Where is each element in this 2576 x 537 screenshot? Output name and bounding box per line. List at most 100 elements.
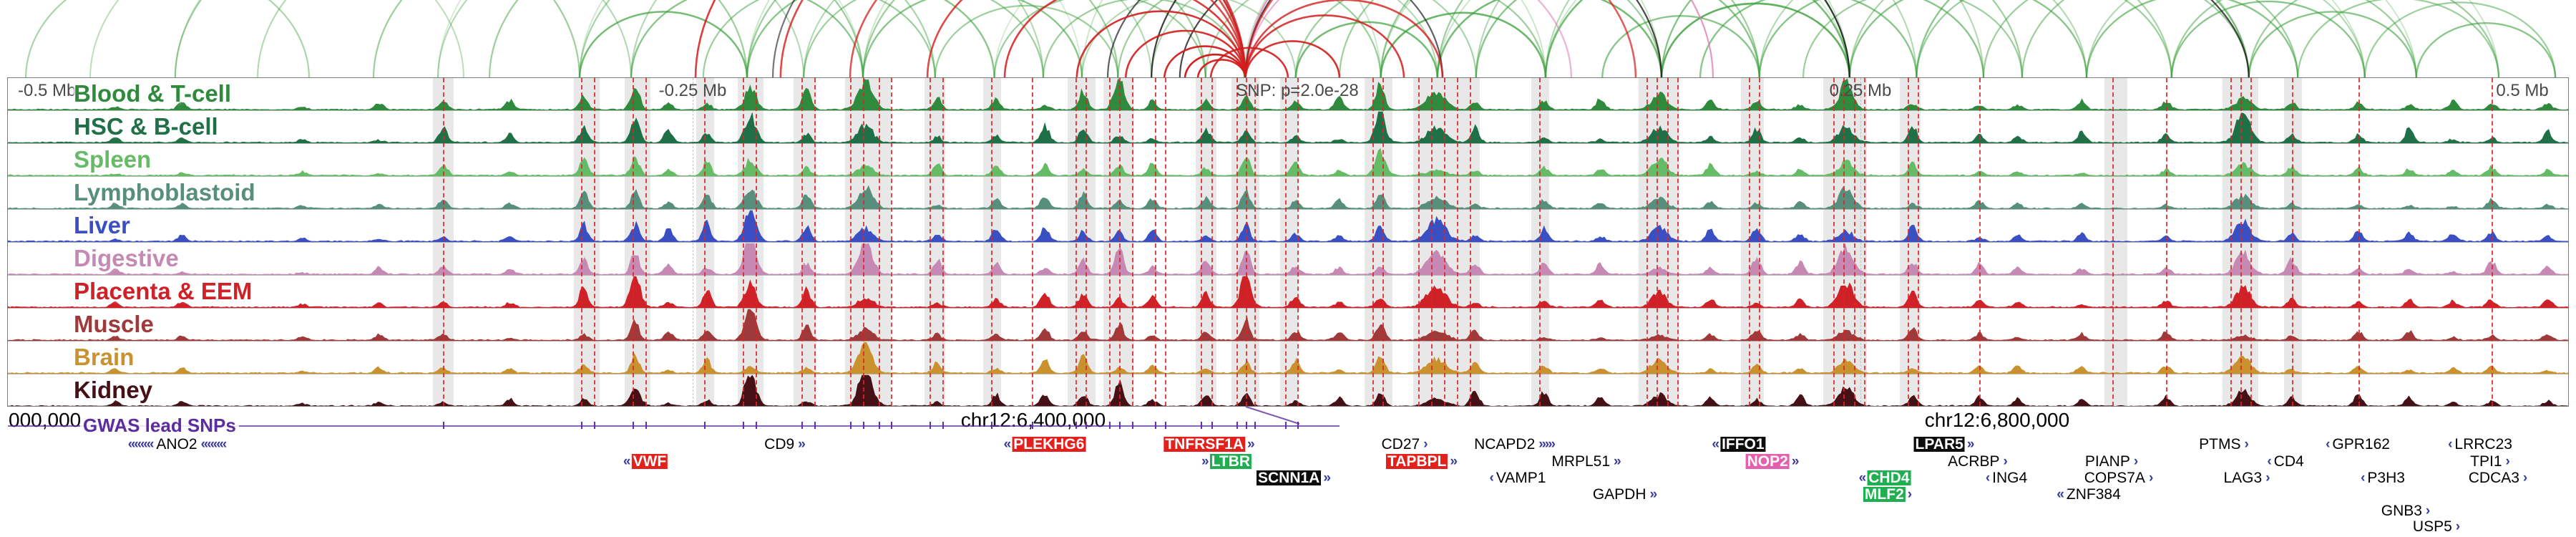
gwas-snp-tick <box>645 422 647 429</box>
green-interaction-arc <box>89 0 464 79</box>
gene-strand-arrows-icon: ‹ <box>2448 437 2452 452</box>
signal-muscle <box>8 309 2568 342</box>
green-interaction-arc <box>174 0 864 79</box>
green-interaction-arc <box>1204 0 1477 79</box>
lead-snp-line <box>1677 78 1679 406</box>
green-interaction-arc <box>630 0 864 79</box>
lead-snp-line <box>1382 78 1384 406</box>
gene-cops7a: COPS7A › <box>2083 470 2154 485</box>
gene-scnn1a: SCNN1A ›› <box>1256 470 1331 486</box>
green-interaction-arc <box>2248 0 2500 79</box>
gene-strand-arrows-icon: ›› <box>1649 487 1658 502</box>
gwas-snp-tick <box>1211 422 1213 429</box>
lead-snp-line <box>1457 78 1458 406</box>
lead-snp-line <box>850 78 852 406</box>
lead-snp-line <box>2492 78 2493 406</box>
gwas-lead-snps-label: GWAS lead SNPs <box>80 415 239 437</box>
gene-strand-arrows-icon: ‹‹ <box>623 454 631 469</box>
lead-snp-line <box>1372 78 1374 406</box>
lead-snp-line <box>2358 78 2360 406</box>
red-interaction-arc <box>926 0 1246 79</box>
lead-snp-line <box>879 78 880 406</box>
signal-liver <box>8 210 2568 243</box>
track-label-hsc-b-cell: HSC & B-cell <box>74 113 218 140</box>
green-interaction-arc <box>862 0 1083 79</box>
green-interaction-arc <box>1380 11 1547 79</box>
red-interaction-arc <box>1184 53 1246 79</box>
gene-ltbr: ›› LTBR <box>1201 454 1252 469</box>
gene-strand-arrows-icon: ‹‹ <box>2057 487 2064 502</box>
gene-strand-arrows-icon: › <box>2148 470 2153 485</box>
green-interaction-arc <box>256 0 633 79</box>
red-interaction-arc <box>1244 0 1637 79</box>
gene-name-label: CD4 <box>2273 453 2304 470</box>
lead-snp-line <box>930 78 931 406</box>
gene-mrpl51: MRPL51 ›› <box>1550 454 1621 469</box>
lead-snp-line <box>1646 78 1648 406</box>
green-interaction-arc <box>630 0 1045 79</box>
lead-snp-line <box>1285 78 1287 406</box>
gene-strand-arrows-icon: ‹ <box>1985 470 1990 485</box>
signal-blood-t-cell <box>8 78 2568 111</box>
gene-strand-arrows-icon: › <box>2265 470 2270 485</box>
gwas-snp-tick <box>1085 422 1087 429</box>
gene-strand-arrows-icon: ›› <box>1247 437 1255 452</box>
signal-placenta-eem <box>8 276 2568 309</box>
gene-name-label: ING4 <box>1992 470 2028 486</box>
gene-strand-arrows-icon: ‹ <box>1489 470 1494 485</box>
red-interaction-arc <box>849 0 1246 79</box>
gene-name-label: CD9 <box>764 436 795 453</box>
gene-vamp1: ‹ VAMP1 <box>1490 470 1548 485</box>
green-interaction-arc <box>2363 1 2557 79</box>
gene-strand-arrows-icon: ‹ <box>2361 470 2365 485</box>
green-interaction-arc <box>372 0 748 79</box>
green-interaction-arc <box>803 0 1045 79</box>
gene-name-label: SCNN1A <box>1256 470 1322 486</box>
gene-gpr162: ‹ GPR162 <box>2326 437 2391 452</box>
lead-snp-line <box>756 78 757 406</box>
gwas-snp-tick <box>1119 422 1121 429</box>
gene-strand-arrows-icon: ‹‹‹‹‹‹‹‹ <box>127 437 155 452</box>
axis-label: SNP: p=2.0e-28 <box>1236 81 1359 100</box>
center-coordinate: chr12:6,400,000 <box>960 409 1106 431</box>
gwas-snp-tick <box>594 422 595 429</box>
gene-name-label: ACRBP <box>1948 453 2000 470</box>
green-interaction-arc <box>702 0 936 79</box>
green-interaction-arc <box>1544 0 1851 79</box>
lead-snp-line <box>2166 78 2167 406</box>
gene-tpi1: TPI1 › <box>2469 454 2510 469</box>
track-label-blood-t-cell: Blood & T-cell <box>74 80 232 107</box>
gene-name-label: LRRC23 <box>2454 436 2512 453</box>
gene-chd4: ‹‹ CHD4 <box>1859 470 1911 485</box>
track-label-brain: Brain <box>74 344 135 370</box>
lead-snp-line <box>1759 78 1760 406</box>
green-interaction-arc <box>1699 0 1918 79</box>
green-interaction-arc <box>1916 0 2172 79</box>
green-interaction-arc <box>1436 0 1663 79</box>
lead-snp-line <box>863 78 864 406</box>
green-interaction-arc <box>1660 0 2024 79</box>
gene-cd4: ‹ CD4 <box>2267 454 2305 469</box>
gwas-snp-tick <box>1032 422 1033 429</box>
gene-tapbpl: TAPBPL ›› <box>1385 454 1458 469</box>
gene-strand-arrows-icon: ‹‹ <box>1003 437 1012 452</box>
lead-snp-line <box>1165 78 1166 406</box>
track-label-liver: Liver <box>74 212 130 238</box>
green-interaction-arc <box>1848 0 2172 79</box>
red-interaction-arc <box>1244 40 1341 79</box>
green-interaction-arc <box>1294 21 1439 79</box>
gene-tnfrsf1a: TNFRSF1A ›› <box>1163 437 1255 452</box>
red-interaction-arc <box>1244 14 1405 79</box>
snp-pointer-line <box>1245 406 1300 425</box>
gene-strand-arrows-icon: ‹‹ <box>1712 437 1719 452</box>
lead-snp-line <box>1119 78 1121 406</box>
lead-snp-line <box>1833 78 1835 406</box>
gene-strand-arrows-icon: ›› <box>1201 454 1209 469</box>
gene-strand-arrows-icon: › <box>2455 519 2460 534</box>
green-interaction-arc <box>746 0 995 79</box>
axis-label: -0.5 Mb <box>18 81 77 100</box>
gene-strand-arrows-icon: ›› <box>1614 454 1621 469</box>
green-interaction-arc <box>1338 0 1663 79</box>
gene-gnb3: GNB3 › <box>2380 503 2431 518</box>
green-interaction-arc <box>993 0 1206 79</box>
